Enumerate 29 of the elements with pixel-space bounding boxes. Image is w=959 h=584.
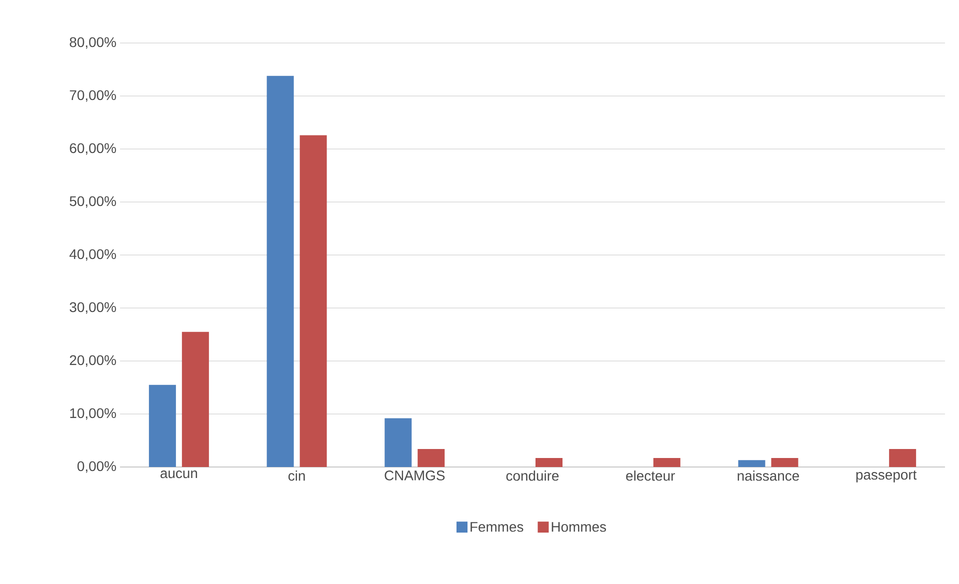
bar — [266, 76, 294, 467]
bar — [300, 135, 327, 467]
x-tick-label: cin — [288, 470, 305, 481]
x-tick-label: conduire — [506, 470, 559, 481]
bar — [418, 448, 445, 467]
y-tick-label: 50,00% — [70, 196, 116, 208]
y-tick-label: 0,00% — [77, 461, 116, 473]
bar — [182, 332, 209, 467]
legend-label: Femmes — [470, 522, 524, 532]
bar — [889, 448, 916, 467]
y-tick-label: 60,00% — [70, 143, 116, 155]
y-tick-label: 20,00% — [70, 355, 116, 367]
x-tick-label: CNAMGS — [384, 470, 445, 480]
x-tick-label: passeport — [856, 470, 917, 482]
bar — [771, 458, 798, 467]
legend-label: Hommes — [552, 522, 606, 532]
bar — [536, 458, 563, 467]
y-tick-label: 70,00% — [70, 90, 116, 102]
y-tick-label: 80,00% — [70, 37, 116, 49]
x-tick-label: naissance — [738, 470, 799, 481]
y-tick-label: 40,00% — [69, 249, 116, 261]
x-tick-label: aucun — [160, 470, 198, 478]
y-tick-label: 30,00% — [70, 302, 116, 314]
x-tick-label: electeur — [626, 470, 675, 481]
y-tick-label: 10,00% — [70, 408, 116, 420]
bar — [653, 458, 680, 467]
bar — [384, 418, 412, 467]
bar — [148, 384, 176, 467]
bar — [738, 460, 766, 467]
